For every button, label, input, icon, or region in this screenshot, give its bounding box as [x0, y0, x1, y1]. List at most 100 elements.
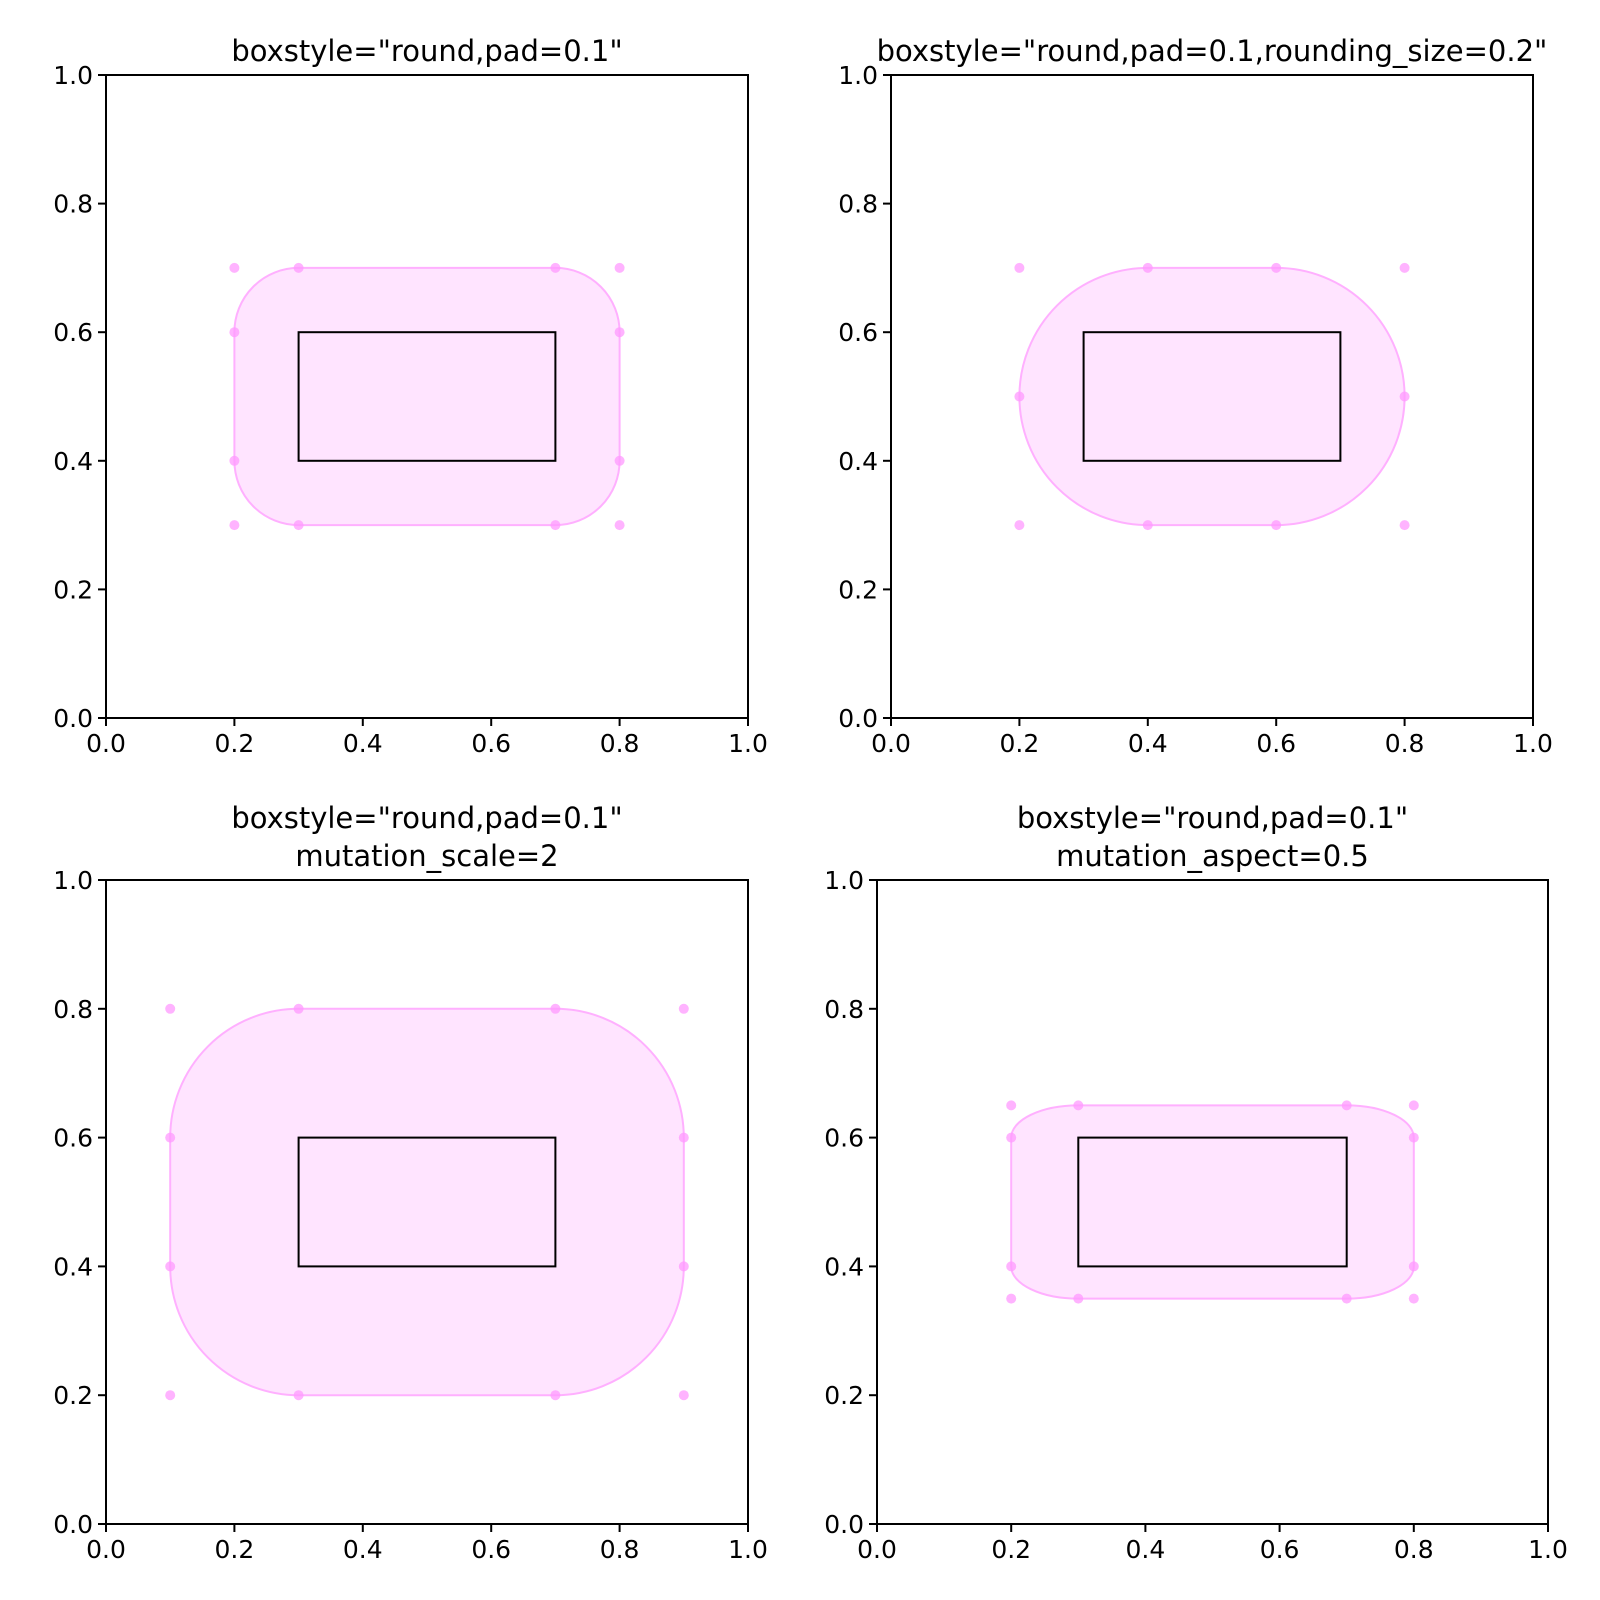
y-tick-label: 0.6 — [824, 1124, 864, 1153]
control-point — [1006, 1261, 1017, 1272]
control-point — [165, 1132, 176, 1143]
control-point — [678, 1132, 689, 1143]
x-tick-label: 0.2 — [215, 1535, 255, 1564]
control-point — [1142, 520, 1153, 531]
y-tick-label: 0.6 — [838, 318, 878, 347]
y-tick-label: 0.0 — [53, 704, 93, 733]
control-point — [678, 1003, 689, 1014]
control-point — [229, 262, 240, 273]
y-tick-label: 0.6 — [53, 318, 93, 347]
inner-rectangle — [1077, 1136, 1348, 1268]
x-tick-label: 0.6 — [1256, 729, 1296, 758]
x-tick-label: 1.0 — [728, 729, 768, 758]
y-tick-label: 1.0 — [838, 61, 878, 90]
control-point — [1006, 1293, 1017, 1304]
panel-title-line: boxstyle="round,pad=0.1" — [1017, 801, 1408, 835]
control-point — [229, 327, 240, 338]
inner-rectangle — [1082, 331, 1342, 462]
control-point — [1408, 1132, 1419, 1143]
panel-title-line: boxstyle="round,pad=0.1,rounding_size=0.… — [877, 34, 1548, 68]
panel-1: boxstyle="round,pad=0.1" 0.0 0.2 0.4 0.6 0.8 1… — [53, 34, 768, 758]
control-point — [614, 520, 625, 531]
panel-title-line: mutation_aspect=0.5 — [1056, 839, 1369, 873]
panel-2: boxstyle="round,pad=0.1,rounding_size=0.… — [838, 34, 1553, 758]
control-point — [1271, 520, 1282, 531]
control-point — [614, 327, 625, 338]
axes-frame — [105, 879, 749, 1525]
x-tick-label: 0.8 — [600, 1535, 640, 1564]
control-point — [1014, 262, 1025, 273]
control-point — [1271, 262, 1282, 273]
control-point — [1408, 1293, 1419, 1304]
fancy-box-patch — [169, 1007, 685, 1397]
y-tick-label: 0.0 — [53, 1510, 93, 1539]
x-tick-label: 0.0 — [86, 729, 126, 758]
control-point — [550, 262, 561, 273]
control-point — [1014, 391, 1025, 402]
control-point — [165, 1390, 176, 1401]
panel-title-line: boxstyle="round,pad=0.1" — [231, 34, 622, 68]
x-tick-label: 0.6 — [471, 729, 511, 758]
control-point — [1399, 391, 1410, 402]
axes-frame — [105, 74, 749, 719]
x-tick-label: 0.2 — [991, 1535, 1031, 1564]
y-tick-label: 0.2 — [53, 1381, 93, 1410]
x-tick-label: 0.4 — [1126, 1535, 1166, 1564]
x-tick-label: 0.8 — [1385, 729, 1425, 758]
control-point — [165, 1261, 176, 1272]
control-point — [614, 262, 625, 273]
control-point — [165, 1003, 176, 1014]
x-tick-label: 0.0 — [871, 729, 911, 758]
x-tick-label: 0.0 — [857, 1535, 897, 1564]
x-tick-label: 1.0 — [1513, 729, 1553, 758]
control-point — [1341, 1293, 1352, 1304]
fancy-box-patch — [1018, 266, 1406, 527]
y-tick-label: 0.0 — [824, 1510, 864, 1539]
x-tick-label: 1.0 — [728, 1535, 768, 1564]
y-tick-label: 0.8 — [838, 190, 878, 219]
control-point — [550, 520, 561, 531]
control-point — [1341, 1100, 1352, 1111]
y-tick-label: 0.8 — [53, 995, 93, 1024]
y-tick-label: 0.0 — [838, 704, 878, 733]
axes-frame — [876, 879, 1549, 1525]
axes-frame — [890, 74, 1534, 719]
control-point — [550, 1003, 561, 1014]
control-point — [293, 262, 304, 273]
control-point — [614, 455, 625, 466]
control-point — [1073, 1293, 1084, 1304]
x-tick-label: 0.0 — [86, 1535, 126, 1564]
x-tick-label: 0.2 — [1000, 729, 1040, 758]
control-point — [1408, 1100, 1419, 1111]
y-tick-label: 0.2 — [838, 575, 878, 604]
panel-title-line: mutation_scale=2 — [295, 839, 558, 873]
y-tick-label: 0.8 — [824, 995, 864, 1024]
x-tick-label: 0.4 — [343, 1535, 383, 1564]
control-point — [1399, 262, 1410, 273]
x-tick-label: 0.6 — [1260, 1535, 1300, 1564]
y-tick-label: 0.6 — [53, 1124, 93, 1153]
control-point — [293, 1390, 304, 1401]
fancy-box-patch — [1010, 1104, 1415, 1300]
control-point — [229, 520, 240, 531]
control-point — [550, 1390, 561, 1401]
panel-4: boxstyle="round,pad=0.1" mutation_aspect=… — [824, 801, 1568, 1564]
inner-rectangle — [297, 1136, 557, 1268]
control-point — [1014, 520, 1025, 531]
x-tick-label: 0.8 — [600, 729, 640, 758]
y-tick-label: 0.8 — [53, 190, 93, 219]
control-point — [1142, 262, 1153, 273]
inner-rectangle — [297, 331, 557, 462]
control-point — [229, 455, 240, 466]
control-point — [293, 1003, 304, 1014]
control-point — [1399, 520, 1410, 531]
y-tick-label: 0.4 — [53, 1252, 93, 1281]
control-point — [1006, 1132, 1017, 1143]
control-point — [678, 1390, 689, 1401]
y-tick-label: 0.4 — [838, 447, 878, 476]
fancy-box-patch — [233, 266, 621, 527]
control-point — [1073, 1100, 1084, 1111]
control-point — [293, 520, 304, 531]
y-tick-label: 1.0 — [53, 866, 93, 895]
